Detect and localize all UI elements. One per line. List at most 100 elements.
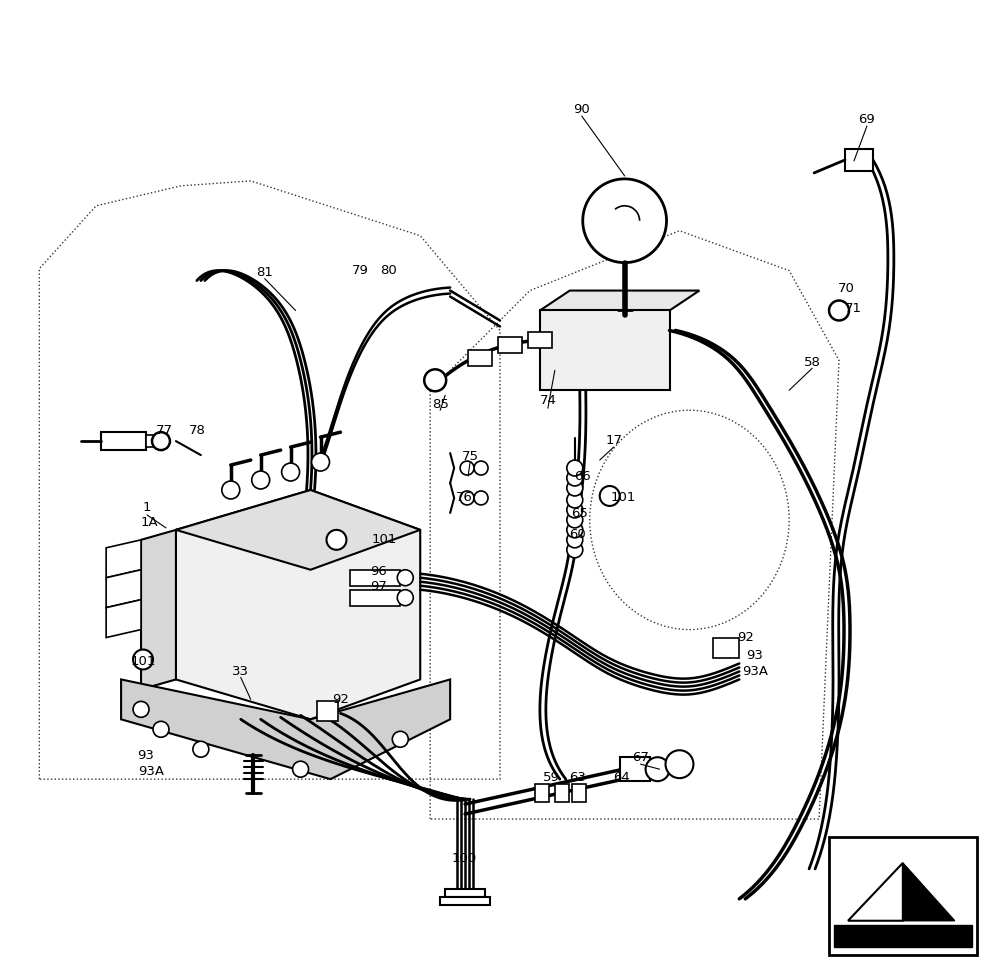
Polygon shape [141,529,176,689]
Text: 96: 96 [370,565,387,578]
Polygon shape [848,862,903,921]
Circle shape [567,470,583,486]
Text: 17: 17 [605,434,622,446]
Circle shape [133,650,153,670]
Circle shape [567,522,583,538]
Circle shape [222,481,240,499]
Circle shape [460,491,474,505]
Bar [572,784,586,802]
Bar [350,570,400,586]
Text: 100: 100 [451,853,477,865]
Text: 90: 90 [573,103,590,115]
Polygon shape [106,540,141,578]
Circle shape [567,492,583,508]
Text: 75: 75 [462,449,479,463]
Text: 65: 65 [571,507,588,521]
Text: 66: 66 [574,469,591,482]
Circle shape [567,512,583,528]
Polygon shape [106,599,141,638]
Circle shape [646,757,670,781]
Circle shape [133,702,149,717]
Bar [101,432,146,450]
Bar [146,436,161,447]
Text: 93A: 93A [138,765,164,777]
Text: 67: 67 [632,751,649,764]
Circle shape [397,590,413,606]
Circle shape [567,531,583,548]
Text: 79: 79 [352,264,369,277]
Text: 101: 101 [372,533,397,546]
Bar [445,889,485,896]
Text: 92: 92 [332,693,349,706]
Text: 74: 74 [539,394,556,407]
Polygon shape [106,570,141,608]
Circle shape [282,463,300,481]
Circle shape [567,460,583,476]
Circle shape [397,570,413,586]
Text: BS07D121: BS07D121 [880,930,950,943]
Circle shape [474,491,488,505]
Text: 93A: 93A [742,665,768,678]
Text: 80: 80 [380,264,397,277]
Circle shape [666,750,693,778]
Circle shape [153,721,169,738]
Bar [350,590,400,606]
Circle shape [293,761,309,777]
Circle shape [152,432,170,450]
Bar [829,837,977,954]
Text: 69: 69 [859,112,875,126]
Text: 97: 97 [370,580,387,593]
Text: 85: 85 [432,398,449,410]
Text: 1: 1 [143,501,151,514]
Text: 70: 70 [838,282,854,295]
Circle shape [567,542,583,558]
Text: 58: 58 [804,356,821,369]
Polygon shape [176,490,420,570]
Bar [540,311,670,390]
Text: 60: 60 [569,529,586,541]
Text: 64: 64 [613,771,630,784]
Bar [440,896,490,905]
Circle shape [567,502,583,518]
Text: 101: 101 [130,655,156,668]
Bar [528,332,552,348]
Circle shape [567,480,583,496]
Circle shape [829,300,849,320]
Polygon shape [540,290,699,311]
Bar [535,784,549,802]
Circle shape [193,741,209,757]
Text: 76: 76 [456,492,473,504]
Bar [713,638,739,657]
Text: 63: 63 [569,771,586,784]
Text: 33: 33 [232,665,249,678]
Circle shape [424,370,446,391]
Bar [498,338,522,353]
Text: 93: 93 [746,649,763,662]
Bar [468,350,492,366]
Text: 1A: 1A [140,516,158,529]
Bar [834,924,972,947]
Bar [620,757,650,781]
Circle shape [312,453,329,471]
Circle shape [600,486,620,506]
Bar [845,149,873,171]
Bar [555,784,569,802]
Text: 77: 77 [155,424,172,437]
Circle shape [474,461,488,475]
Circle shape [392,731,408,747]
Circle shape [252,471,270,489]
Text: 81: 81 [256,266,273,279]
Text: 92: 92 [737,631,754,644]
Bar [317,702,338,721]
Polygon shape [176,490,420,719]
Circle shape [460,461,474,475]
Polygon shape [121,680,450,779]
Text: 78: 78 [188,424,205,437]
Text: 59: 59 [543,771,560,784]
Text: 71: 71 [844,302,861,315]
Text: 101: 101 [611,492,636,504]
Polygon shape [903,862,955,921]
Circle shape [326,529,346,550]
Circle shape [583,179,667,262]
Text: 93: 93 [138,748,154,762]
